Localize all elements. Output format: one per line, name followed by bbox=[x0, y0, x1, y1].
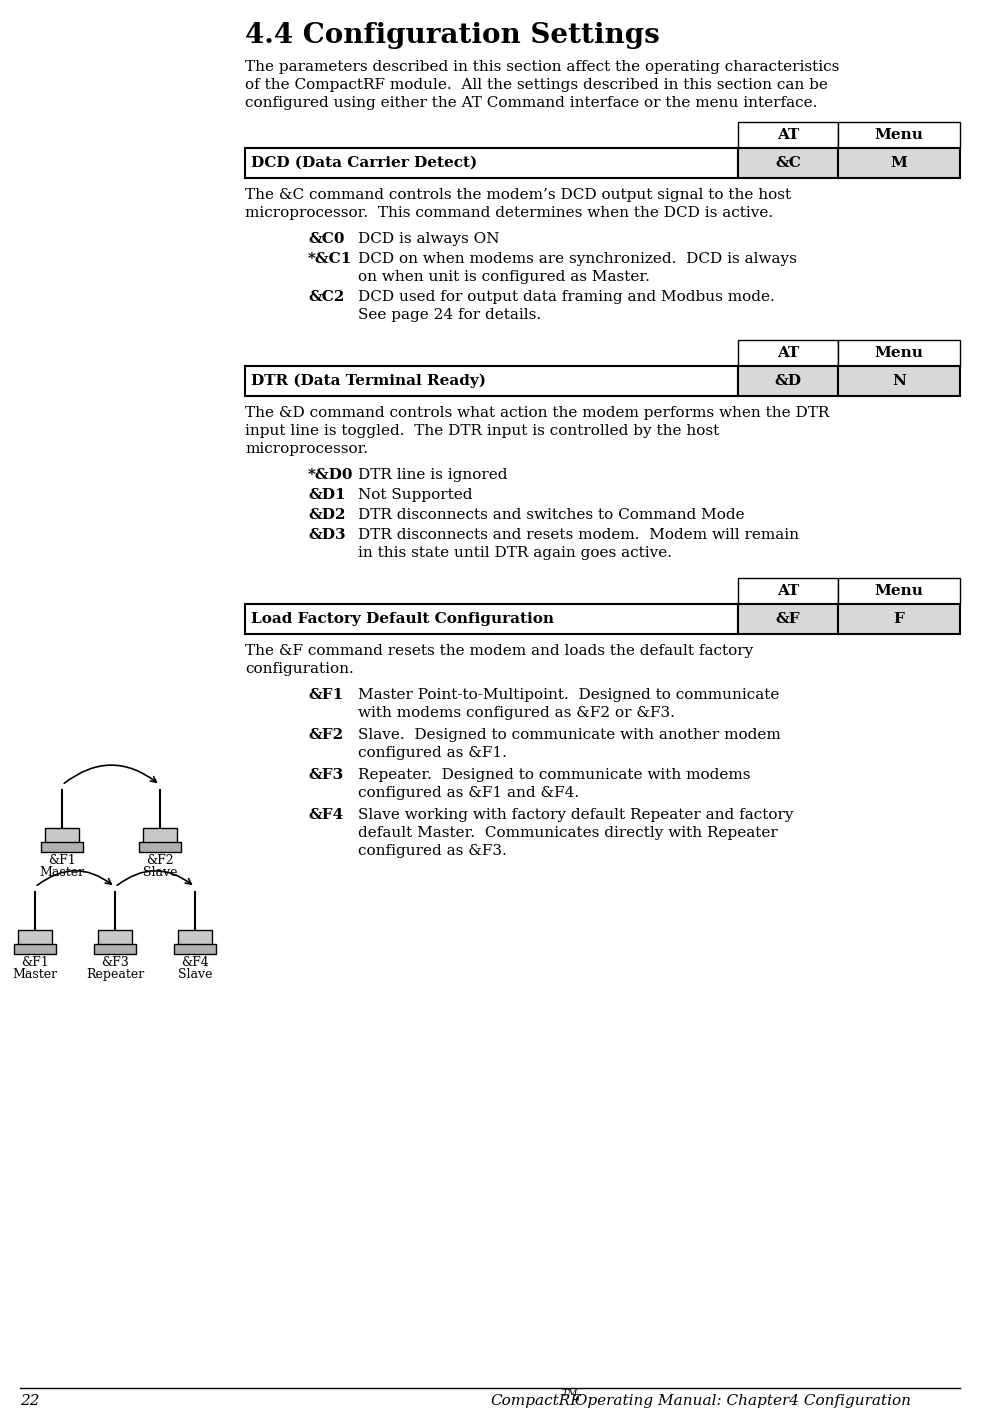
Text: F: F bbox=[894, 612, 904, 626]
Bar bbox=[738, 122, 838, 149]
Text: Menu: Menu bbox=[875, 346, 923, 360]
Text: DTR disconnects and resets modem.  Modem will remain: DTR disconnects and resets modem. Modem … bbox=[358, 528, 799, 542]
Text: microprocessor.: microprocessor. bbox=[245, 442, 368, 456]
Text: &C: &C bbox=[775, 156, 800, 170]
Text: of the CompactRF module.  All the settings described in this section can be: of the CompactRF module. All the setting… bbox=[245, 78, 828, 92]
Text: input line is toggled.  The DTR input is controlled by the host: input line is toggled. The DTR input is … bbox=[245, 423, 719, 438]
Bar bbox=[174, 944, 216, 954]
Bar bbox=[838, 365, 960, 396]
Text: TM: TM bbox=[562, 1389, 579, 1398]
Text: DTR disconnects and switches to Command Mode: DTR disconnects and switches to Command … bbox=[358, 508, 745, 523]
Text: &F: &F bbox=[776, 612, 800, 626]
Text: Load Factory Default Configuration: Load Factory Default Configuration bbox=[251, 612, 554, 626]
Text: configuration.: configuration. bbox=[245, 663, 354, 675]
Text: DCD (Data Carrier Detect): DCD (Data Carrier Detect) bbox=[251, 156, 477, 170]
Text: AT: AT bbox=[777, 583, 800, 598]
Text: The &C command controls the modem’s DCD output signal to the host: The &C command controls the modem’s DCD … bbox=[245, 188, 791, 202]
Text: &F4: &F4 bbox=[181, 956, 209, 969]
Text: Menu: Menu bbox=[875, 127, 923, 142]
Text: &F1: &F1 bbox=[22, 956, 49, 969]
Text: The parameters described in this section affect the operating characteristics: The parameters described in this section… bbox=[245, 59, 840, 74]
Text: Master Point-to-Multipoint.  Designed to communicate: Master Point-to-Multipoint. Designed to … bbox=[358, 688, 779, 702]
Text: on when unit is configured as Master.: on when unit is configured as Master. bbox=[358, 270, 649, 285]
Text: The &F command resets the modem and loads the default factory: The &F command resets the modem and load… bbox=[245, 644, 753, 658]
Text: N: N bbox=[892, 374, 905, 388]
Bar bbox=[838, 578, 960, 605]
Text: &F2: &F2 bbox=[308, 728, 343, 742]
Text: &F1: &F1 bbox=[308, 688, 343, 702]
Text: DCD on when modems are synchronized.  DCD is always: DCD on when modems are synchronized. DCD… bbox=[358, 252, 797, 266]
Bar bbox=[738, 340, 838, 365]
Text: configured as &F3.: configured as &F3. bbox=[358, 844, 507, 858]
Text: Slave.  Designed to communicate with another modem: Slave. Designed to communicate with anot… bbox=[358, 728, 781, 742]
Text: &C0: &C0 bbox=[308, 232, 344, 246]
Bar bbox=[738, 605, 838, 634]
Text: See page 24 for details.: See page 24 for details. bbox=[358, 309, 542, 321]
Bar bbox=[245, 365, 738, 396]
Text: configured using either the AT Command interface or the menu interface.: configured using either the AT Command i… bbox=[245, 96, 817, 110]
FancyArrowPatch shape bbox=[117, 871, 191, 885]
Text: &F3: &F3 bbox=[308, 767, 343, 782]
FancyArrowPatch shape bbox=[37, 871, 111, 885]
Bar bbox=[838, 149, 960, 178]
Text: Slave: Slave bbox=[178, 969, 212, 981]
Text: Repeater: Repeater bbox=[86, 969, 144, 981]
Text: Master: Master bbox=[13, 969, 58, 981]
Text: M: M bbox=[891, 156, 907, 170]
Text: CompactRF: CompactRF bbox=[490, 1393, 581, 1408]
Text: configured as &F1 and &F4.: configured as &F1 and &F4. bbox=[358, 786, 579, 800]
Text: &D3: &D3 bbox=[308, 528, 345, 542]
Text: microprocessor.  This command determines when the DCD is active.: microprocessor. This command determines … bbox=[245, 205, 773, 219]
Text: Master: Master bbox=[39, 867, 84, 879]
Bar bbox=[41, 843, 83, 852]
Bar bbox=[738, 578, 838, 605]
Bar bbox=[143, 828, 177, 845]
Text: DCD is always ON: DCD is always ON bbox=[358, 232, 499, 246]
Text: &D: &D bbox=[775, 374, 801, 388]
FancyArrowPatch shape bbox=[64, 765, 156, 783]
Text: in this state until DTR again goes active.: in this state until DTR again goes activ… bbox=[358, 547, 672, 559]
Bar bbox=[738, 365, 838, 396]
Bar bbox=[45, 828, 79, 845]
Text: &D1: &D1 bbox=[308, 489, 345, 503]
Bar bbox=[838, 122, 960, 149]
Text: 22: 22 bbox=[20, 1393, 39, 1408]
Text: *&D0: *&D0 bbox=[308, 469, 353, 481]
Text: DTR (Data Terminal Ready): DTR (Data Terminal Ready) bbox=[251, 374, 486, 388]
Text: Slave: Slave bbox=[143, 867, 178, 879]
Text: &D2: &D2 bbox=[308, 508, 345, 523]
Text: 4.4 Configuration Settings: 4.4 Configuration Settings bbox=[245, 23, 660, 50]
Text: DCD used for output data framing and Modbus mode.: DCD used for output data framing and Mod… bbox=[358, 290, 775, 304]
Text: The &D command controls what action the modem performs when the DTR: The &D command controls what action the … bbox=[245, 406, 829, 421]
Text: &C2: &C2 bbox=[308, 290, 344, 304]
Text: with modems configured as &F2 or &F3.: with modems configured as &F2 or &F3. bbox=[358, 707, 675, 719]
Bar bbox=[738, 149, 838, 178]
Bar bbox=[98, 930, 132, 947]
Text: *&C1: *&C1 bbox=[308, 252, 352, 266]
Text: Operating Manual: Chapter4 Configuration: Operating Manual: Chapter4 Configuration bbox=[570, 1393, 911, 1408]
Text: configured as &F1.: configured as &F1. bbox=[358, 746, 507, 760]
Bar bbox=[178, 930, 212, 947]
Bar bbox=[245, 605, 738, 634]
Text: AT: AT bbox=[777, 127, 800, 142]
Bar bbox=[18, 930, 52, 947]
Text: &F1: &F1 bbox=[48, 854, 76, 867]
Bar bbox=[139, 843, 181, 852]
Text: Repeater.  Designed to communicate with modems: Repeater. Designed to communicate with m… bbox=[358, 767, 750, 782]
Bar bbox=[838, 605, 960, 634]
Bar bbox=[838, 340, 960, 365]
Text: Slave working with factory default Repeater and factory: Slave working with factory default Repea… bbox=[358, 809, 794, 823]
Text: AT: AT bbox=[777, 346, 800, 360]
Text: default Master.  Communicates directly with Repeater: default Master. Communicates directly wi… bbox=[358, 826, 778, 840]
Bar bbox=[245, 149, 738, 178]
Text: DTR line is ignored: DTR line is ignored bbox=[358, 469, 507, 481]
Text: Menu: Menu bbox=[875, 583, 923, 598]
Text: &F4: &F4 bbox=[308, 809, 343, 823]
Text: Not Supported: Not Supported bbox=[358, 489, 473, 503]
Text: &F2: &F2 bbox=[146, 854, 174, 867]
Text: &F3: &F3 bbox=[101, 956, 129, 969]
Bar bbox=[94, 944, 136, 954]
Bar bbox=[14, 944, 56, 954]
